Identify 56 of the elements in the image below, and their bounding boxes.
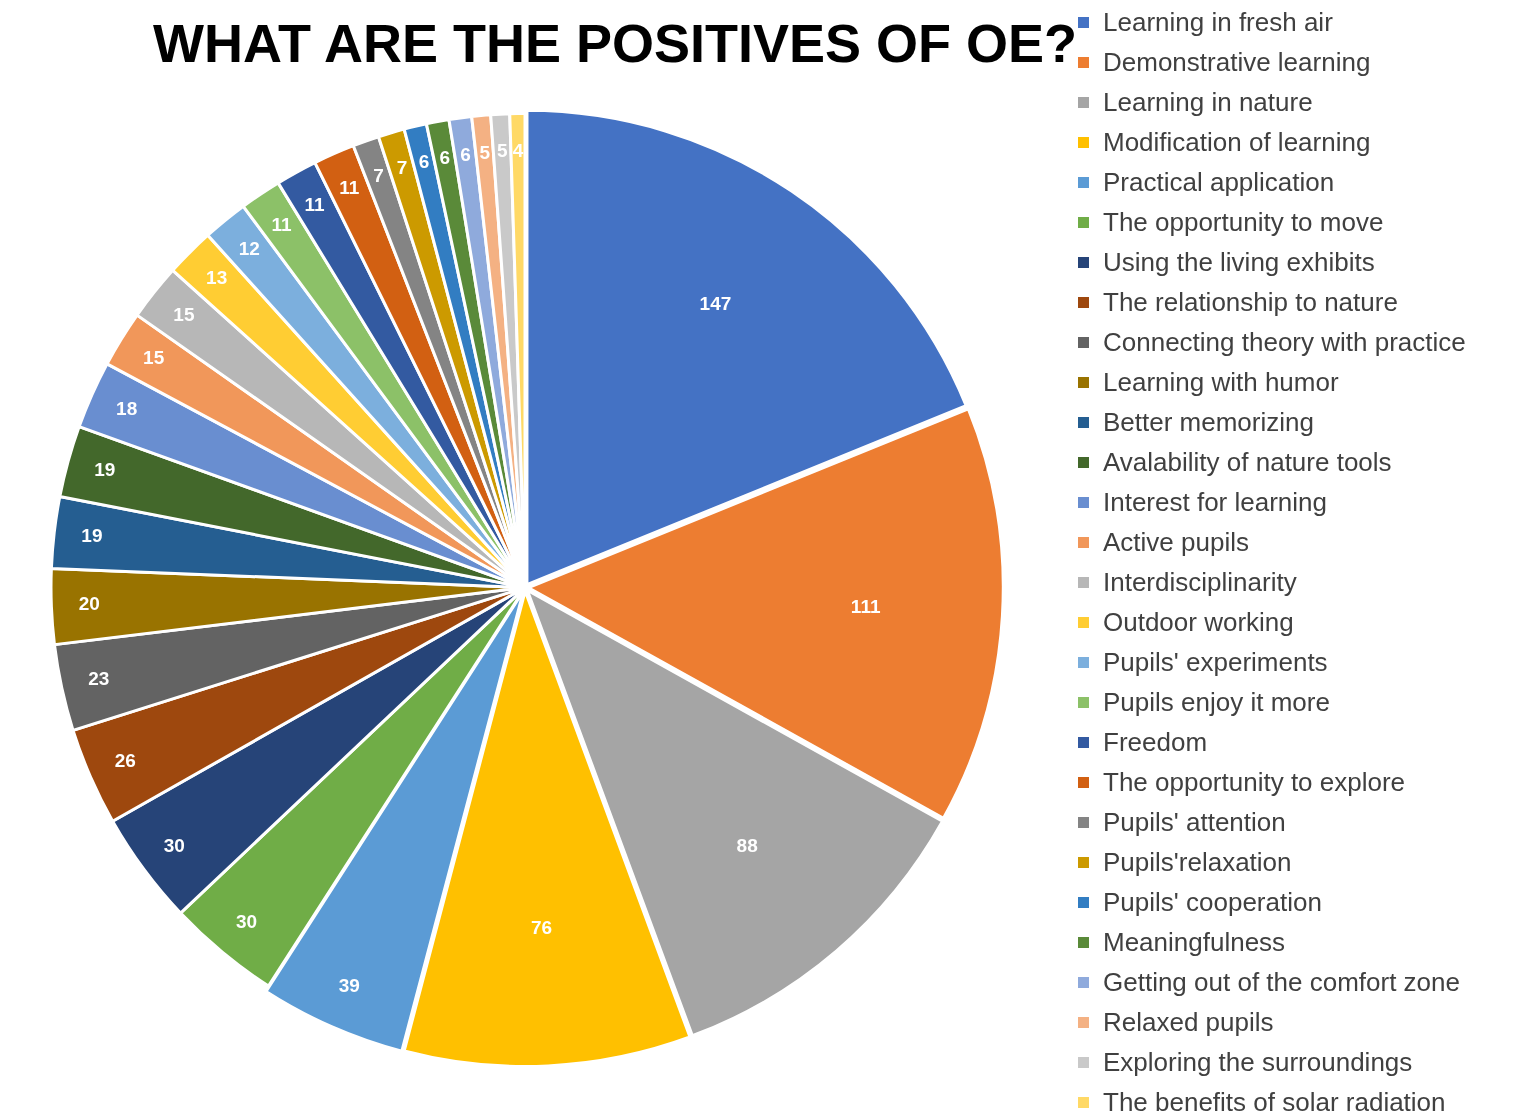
data-label: 6 [418,151,430,173]
legend-label: Pupils' cooperation [1103,886,1322,918]
legend-label: Modification of learning [1103,126,1371,158]
legend-label: Connecting theory with practice [1103,326,1466,358]
legend-label: Pupils' experiments [1103,646,1328,678]
legend-label: The relationship to nature [1103,286,1398,318]
legend-label: Exploring the surroundings [1103,1046,1413,1078]
data-label: 18 [116,398,138,420]
data-label: 6 [439,147,450,169]
legend-label: Freedom [1103,726,1208,758]
legend-label: Pupils enjoy it more [1103,686,1330,718]
data-label: 23 [88,668,110,690]
legend-label: Getting out of the comfort zone [1103,966,1460,998]
legend-label: Better memorizing [1103,406,1314,438]
data-label: 111 [850,596,881,618]
legend-label: Relaxed pupils [1103,1006,1274,1038]
legend-label: Demonstrative learning [1103,46,1371,78]
data-label: 7 [373,164,384,186]
legend-label: The opportunity to explore [1103,766,1406,798]
legend-label: Learning in nature [1103,86,1313,118]
legend-label: Active pupils [1103,526,1249,558]
data-label: 11 [271,213,293,235]
legend-label: The benefits of solar radiation [1103,1086,1446,1115]
data-label: 147 [699,292,732,314]
data-label: 13 [206,267,228,289]
legend-label: Learning in fresh air [1103,6,1333,38]
legend-label: Pupils'relaxation [1103,846,1292,878]
legend-label: Avalability of nature tools [1103,446,1392,478]
chart-title: WHAT ARE THE POSITIVES OF OE? [151,12,1078,74]
data-label: 76 [530,916,553,938]
data-label: 11 [304,193,326,215]
data-label: 5 [479,141,491,163]
data-label: 19 [94,459,116,481]
data-label: 7 [396,157,408,179]
legend-label: Outdoor working [1103,606,1294,638]
legend-label: Interdisciplinarity [1103,566,1297,598]
data-label: 30 [163,834,185,856]
data-label: 6 [460,143,471,165]
legend-label: The opportunity to move [1103,206,1384,238]
data-label: 15 [143,347,165,369]
data-label: 19 [81,524,103,546]
data-label: 12 [238,237,260,259]
legend-label: Interest for learning [1103,486,1328,518]
data-label: 39 [338,974,360,996]
legend-label: Using the living exhibits [1103,246,1375,278]
data-label: 30 [235,911,258,933]
legend-label: Pupils' attention [1103,806,1286,838]
data-label: 4 [512,139,524,161]
data-label: 11 [339,176,360,198]
legend-label: Learning with humor [1103,366,1339,398]
data-label: 26 [114,749,136,771]
legend-label: Practical application [1103,166,1335,198]
data-label: 15 [173,304,195,326]
legend-label: Meaningfulness [1103,926,1286,958]
data-label: 20 [78,593,100,615]
data-label: 88 [736,834,758,856]
